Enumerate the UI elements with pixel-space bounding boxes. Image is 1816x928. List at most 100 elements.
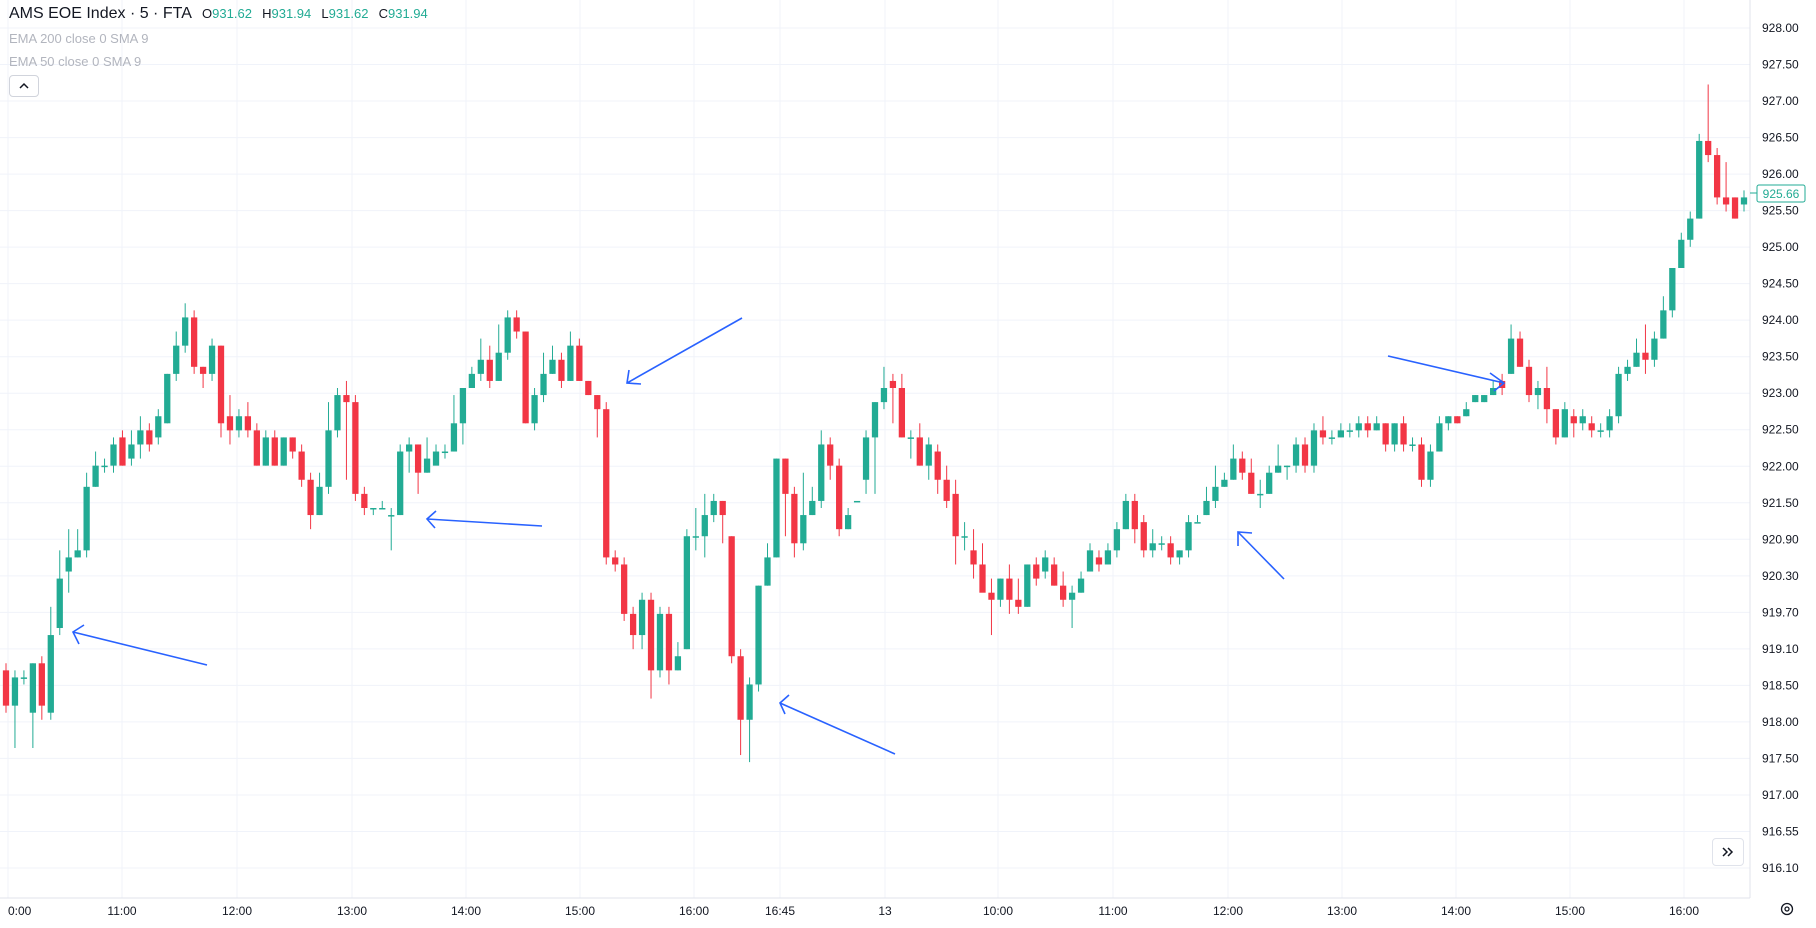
candle	[182, 303, 189, 353]
candle	[1167, 536, 1174, 565]
time-tick-label: 13	[878, 904, 892, 918]
candle-body	[1624, 366, 1631, 374]
collapse-legend-button[interactable]	[9, 75, 39, 97]
candle-body	[1006, 578, 1013, 600]
candle	[594, 395, 601, 438]
candle-body	[1525, 366, 1533, 396]
candle-body	[692, 536, 699, 538]
candle-body	[952, 493, 959, 537]
candle-body	[1382, 423, 1389, 445]
price-tick-label: 918.00	[1762, 715, 1799, 729]
time-tick-label: 11:00	[1098, 904, 1127, 918]
candle-body	[710, 500, 717, 516]
candle	[567, 331, 574, 381]
candle-body	[1633, 352, 1640, 367]
candle	[925, 437, 932, 480]
annotation-arrow[interactable]	[425, 510, 543, 529]
price-axis[interactable]: 928.00 927.50 927.00 926.50 926.00 925.50 925.…	[1749, 0, 1799, 898]
candle-body	[1651, 338, 1658, 360]
symbol-legend: AMS EOE Index · 5 · FTA O931.62 H931.94 …	[9, 5, 428, 23]
candle	[629, 606, 637, 650]
candle	[1140, 515, 1147, 558]
ohlc-low-value: 931.62	[328, 6, 369, 21]
price-tick-label: 924.50	[1762, 277, 1799, 291]
candle-body	[1275, 465, 1282, 473]
candle	[1131, 493, 1138, 544]
annotation-arrow[interactable]	[1387, 355, 1506, 392]
candle-body	[182, 317, 189, 346]
candle-body	[737, 656, 744, 720]
candle	[432, 444, 440, 466]
price-tick-label: 925.50	[1762, 204, 1799, 218]
time-tick-label: 14:00	[451, 904, 481, 918]
candle-body	[468, 373, 475, 388]
annotation-arrow[interactable]	[779, 694, 896, 755]
candle	[11, 670, 19, 748]
candle-body	[262, 437, 269, 466]
symbol-title[interactable]: AMS EOE Index · 5 · FTA	[9, 5, 192, 22]
price-tick-label: 921.50	[1762, 496, 1799, 510]
candle-body	[432, 451, 440, 466]
candle	[1095, 550, 1103, 572]
candle-body	[1319, 430, 1327, 438]
time-tick-label: 13:00	[337, 904, 367, 918]
price-tick-label: 917.50	[1762, 751, 1799, 765]
candle-body	[1713, 155, 1721, 198]
candle	[585, 380, 592, 396]
candle	[1086, 543, 1094, 572]
candle	[361, 486, 368, 516]
candle-body	[101, 465, 108, 468]
annotation-arrow[interactable]	[626, 317, 743, 385]
candle	[728, 536, 735, 664]
candle	[1176, 550, 1183, 565]
study-legend-ema200[interactable]: EMA 200 close 0 SMA 9	[9, 31, 149, 46]
candle-body	[74, 550, 81, 558]
candle-body	[110, 444, 117, 466]
candle	[244, 402, 252, 438]
candle	[406, 437, 413, 473]
annotation-arrows[interactable]	[71, 317, 1506, 755]
candle-body	[244, 416, 252, 431]
price-tick-label: 920.90	[1762, 532, 1799, 546]
candle	[1660, 296, 1667, 339]
ohlc-high-value: 931.94	[271, 6, 312, 21]
candle-body	[997, 578, 1004, 600]
candle-body	[1552, 409, 1560, 438]
candle	[782, 458, 789, 537]
annotation-arrow[interactable]	[71, 624, 208, 666]
candle-body	[746, 684, 753, 720]
price-tick-label: 920.30	[1762, 569, 1799, 583]
candle-body	[629, 613, 637, 636]
candle-body	[925, 444, 932, 466]
last-price-value: 925.66	[1763, 187, 1800, 201]
candle-body	[889, 380, 897, 388]
candle	[1552, 409, 1560, 445]
candle-body	[137, 430, 144, 445]
candle-body	[1292, 444, 1300, 466]
candle-body	[1615, 373, 1622, 417]
candle	[441, 444, 449, 459]
candle-body	[773, 458, 780, 558]
candle	[1364, 416, 1371, 438]
candle-body	[173, 345, 180, 374]
candle	[800, 472, 807, 551]
study-legend-ema50[interactable]: EMA 50 close 0 SMA 9	[9, 54, 142, 69]
candle-body	[1454, 416, 1461, 424]
candle	[853, 500, 861, 503]
candle	[352, 395, 359, 501]
scroll-to-realtime-button[interactable]	[1712, 838, 1744, 866]
candle	[880, 366, 888, 410]
candle	[1382, 423, 1389, 452]
candle	[1346, 423, 1353, 438]
candle	[907, 430, 914, 459]
candle	[1266, 465, 1273, 494]
time-axis[interactable]: 0:00 11:00 12:00 13:00 14:00 15:00 16:00 16:45 1…	[0, 897, 1750, 918]
candle	[414, 444, 422, 494]
chart-settings-button[interactable]	[1776, 898, 1798, 920]
candle-body	[1490, 388, 1497, 396]
candle-body	[1257, 493, 1264, 496]
candle	[1319, 416, 1327, 445]
candle-body	[146, 430, 153, 445]
annotation-arrow[interactable]	[1237, 531, 1285, 580]
